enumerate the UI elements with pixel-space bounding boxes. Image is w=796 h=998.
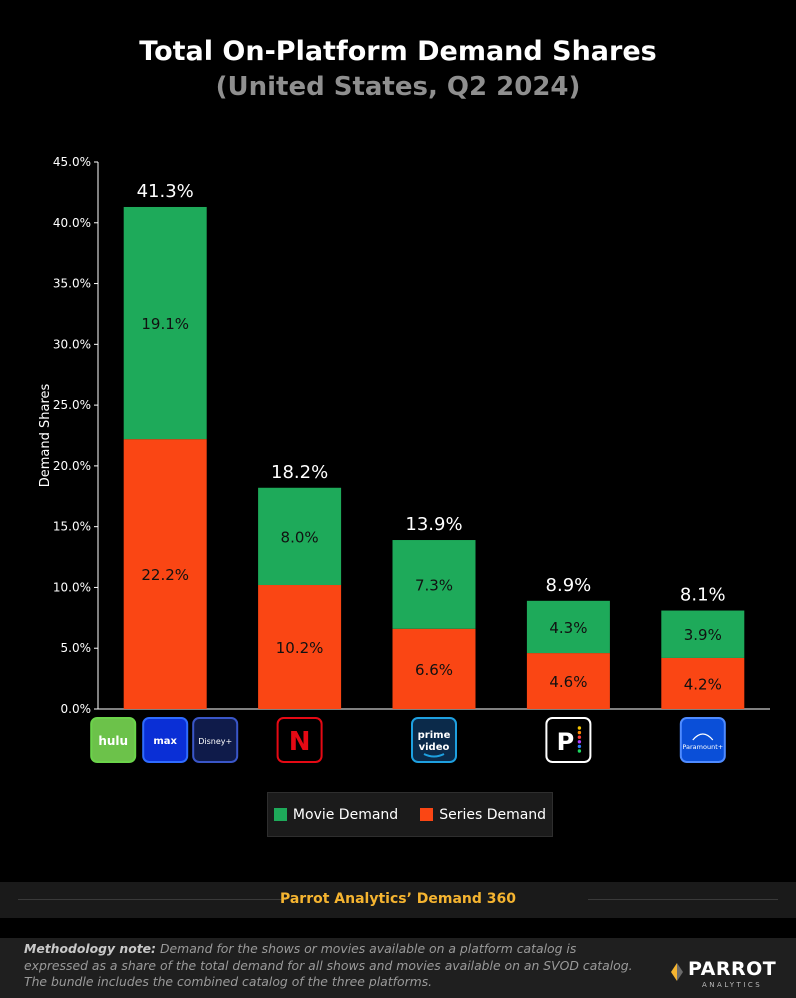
series-value-label: 6.6% <box>415 661 453 679</box>
peacock-dot <box>577 744 582 749</box>
brand-name: PARROT <box>688 958 777 980</box>
bar-movie-demand <box>392 540 476 629</box>
movie-value-label: 19.1% <box>141 315 189 333</box>
series-value-label: 10.2% <box>276 639 324 657</box>
movie-value-label: 7.3% <box>415 576 453 594</box>
source-text: Parrot Analytics’ Demand 360 <box>279 891 517 907</box>
prime-smile-icon <box>423 753 445 758</box>
series-value-label: 4.2% <box>684 675 722 693</box>
bar-series-demand <box>661 657 745 709</box>
series-swatch <box>420 808 434 821</box>
legend: Movie Demand Series Demand <box>267 792 553 837</box>
bars: 22.2% 19.1% 41.3% 10.2% 8.0% 18.2% 6.6% 7.3% 13.… <box>123 181 745 709</box>
y-tick-label: 45.0% <box>53 155 91 169</box>
peacock-logo-letter: P <box>557 728 575 756</box>
parrot-icon <box>671 963 683 981</box>
max-logo-text: max <box>153 736 177 747</box>
movie-value-label: 8.0% <box>281 528 319 546</box>
y-tick-label: 35.0% <box>53 277 91 291</box>
max-logo <box>142 717 189 763</box>
y-tick-label: 0.0% <box>61 702 92 716</box>
note-text: Demand for the shows or movies available… <box>24 941 633 989</box>
netflix-logo <box>276 717 323 763</box>
hulu-logo <box>90 717 137 763</box>
legend-item-movie: Movie Demand <box>273 806 399 823</box>
total-value-label: 41.3% <box>137 181 194 202</box>
hulu-logo-text: hulu <box>98 734 128 748</box>
disney-plus-logo-text: Disney+ <box>198 737 232 746</box>
y-tick-label: 5.0% <box>61 641 92 655</box>
series-value-label: 4.6% <box>549 673 587 691</box>
total-value-label: 18.2% <box>271 462 328 483</box>
legend-item-series: Series Demand <box>420 807 546 823</box>
bar-movie-demand <box>258 487 342 586</box>
y-tick-label: 20.0% <box>53 459 91 473</box>
peacock-dot <box>577 735 582 739</box>
legend-series-label: Series Demand <box>439 806 547 823</box>
series-value-label: 22.2% <box>141 566 189 584</box>
bar-series-demand <box>258 585 342 709</box>
y-tick-label: 15.0% <box>53 520 91 534</box>
total-value-label: 8.9% <box>546 575 592 596</box>
movie-value-label: 4.3% <box>549 619 587 637</box>
y-axis: 0.0% 5.0% 10.0% 15.0% 20.0% 25.0% 30.0% 35.0% 40… <box>38 155 770 716</box>
disney-plus-logo <box>192 717 239 763</box>
paramount-plus-logo-text: Paramount+ <box>682 743 723 751</box>
peacock-dot <box>577 726 582 730</box>
movie-value-label: 3.9% <box>684 626 722 644</box>
bar-series-demand <box>392 628 476 709</box>
brand-sub: ANALYTICS <box>702 981 763 989</box>
peacock-dot <box>577 749 582 753</box>
bar-movie-demand <box>526 600 610 654</box>
demand-share-chart: 0.0% 5.0% 10.0% 15.0% 20.0% 25.0% 30.0% 35.0% 40… <box>38 155 770 763</box>
paramount-plus-logo <box>679 717 726 763</box>
total-value-label: 13.9% <box>405 514 462 535</box>
paramount-arc-icon <box>692 733 714 741</box>
parrot-analytics-logo: PARROT ANALYTICS <box>668 958 778 989</box>
source-band: Parrot Analytics’ Demand 360 <box>0 882 796 918</box>
y-tick-label: 25.0% <box>53 398 91 412</box>
y-axis-label: Demand Shares <box>38 384 53 488</box>
prime-video-logo-bottom: video <box>419 742 450 753</box>
peacock-dot <box>577 730 582 735</box>
peacock-dot <box>577 740 582 744</box>
source-divider-right <box>588 899 778 900</box>
bar-series-demand <box>123 439 207 709</box>
bar-movie-demand <box>123 206 207 440</box>
movie-swatch <box>273 808 287 821</box>
bar-series-demand <box>526 653 610 709</box>
source-divider-left <box>18 899 286 900</box>
prime-video-logo <box>411 717 457 763</box>
total-value-label: 8.1% <box>680 585 726 606</box>
y-tick-label: 40.0% <box>53 216 91 230</box>
y-tick-label: 10.0% <box>53 580 91 594</box>
footer: Methodology note: Demand for the shows o… <box>0 938 796 998</box>
note-label: Methodology note: <box>24 941 157 956</box>
chart-title: Total On-Platform Demand Shares <box>139 36 657 67</box>
legend-movie-label: Movie Demand <box>292 806 399 823</box>
netflix-logo-letter: N <box>289 727 311 757</box>
chart-subtitle: (United States, Q2 2024) <box>215 72 581 102</box>
methodology-note: Methodology note: Demand for the shows o… <box>24 941 644 991</box>
prime-video-logo-top: prime <box>418 730 451 741</box>
bar-movie-demand <box>661 610 745 658</box>
y-tick-label: 30.0% <box>53 337 91 351</box>
